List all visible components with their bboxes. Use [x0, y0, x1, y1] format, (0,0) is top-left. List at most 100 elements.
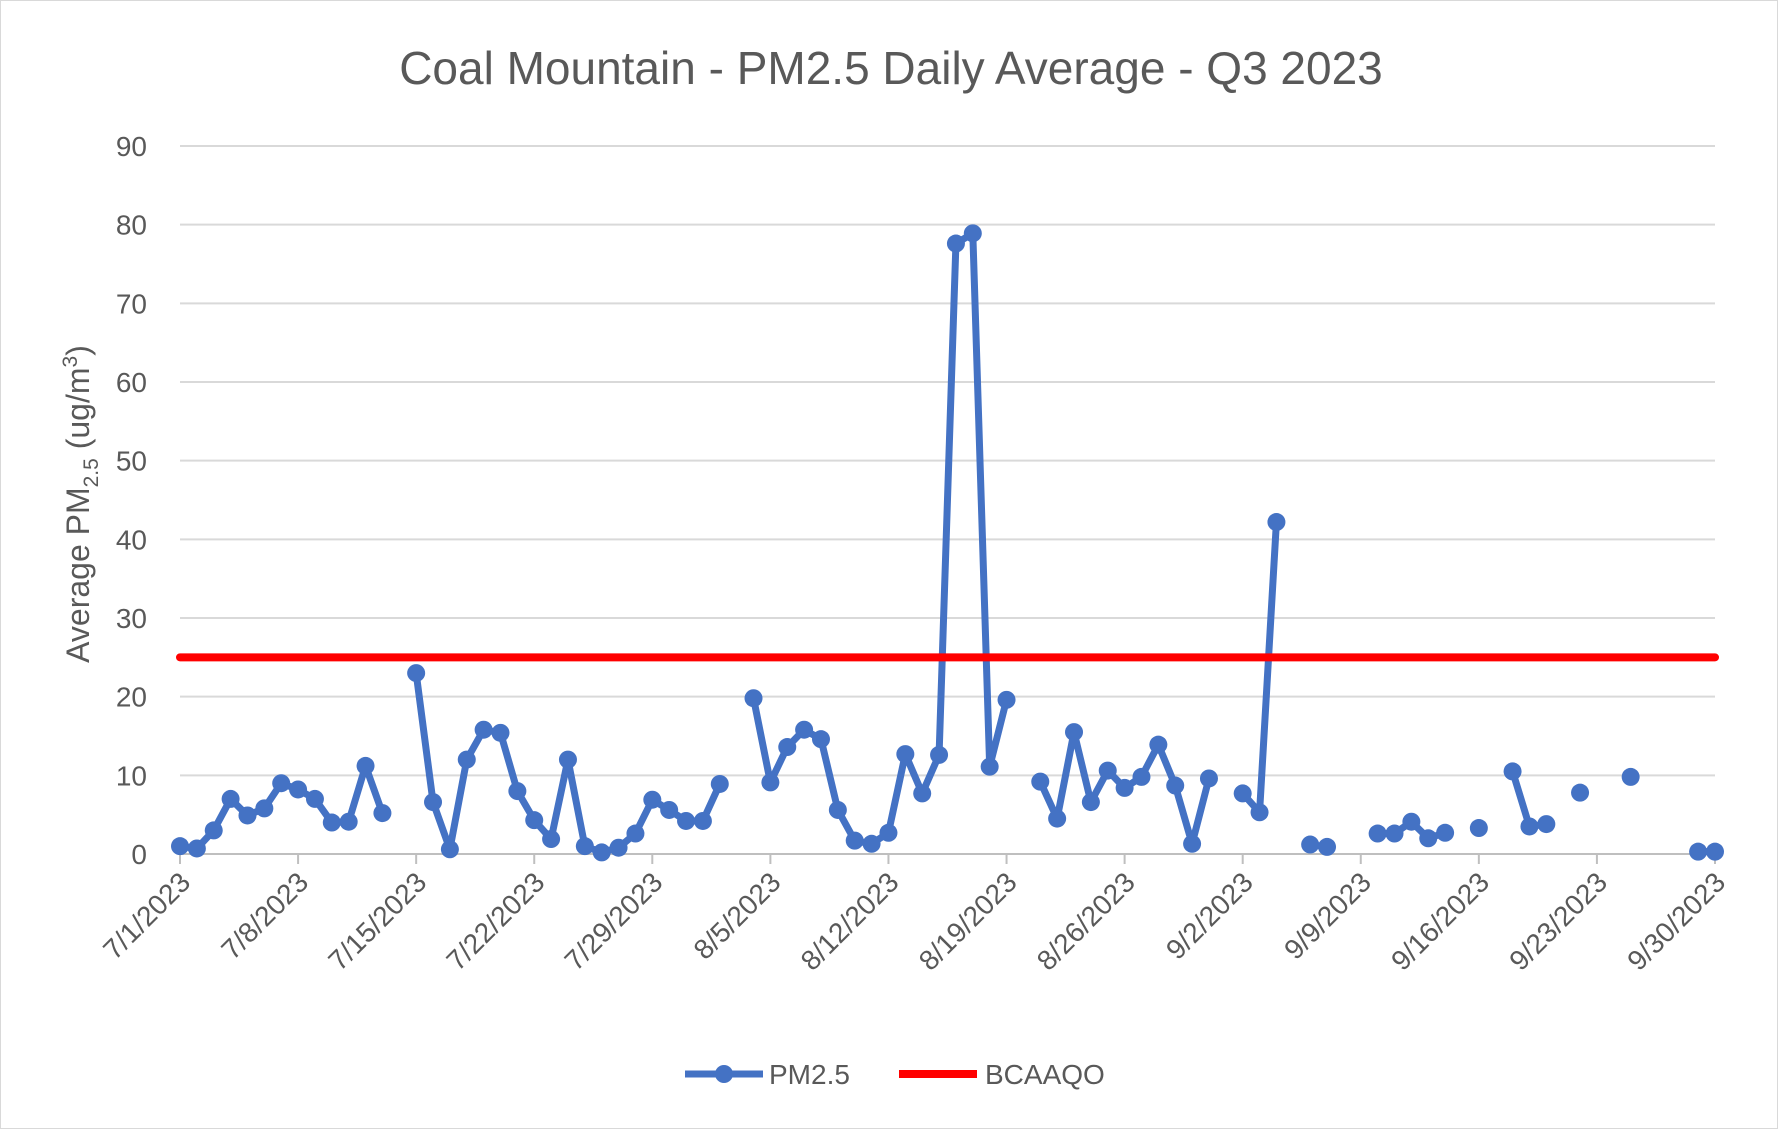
data-point: [1233, 784, 1252, 803]
data-point: [1689, 842, 1708, 861]
x-tick-label: 8/26/2023: [1031, 866, 1141, 976]
y-axis-label-main: Average PM: [60, 487, 96, 663]
y-tick-label: 20: [116, 682, 147, 713]
data-point: [1436, 823, 1455, 842]
x-tick-label: 9/30/2023: [1621, 866, 1731, 976]
data-point: [879, 823, 898, 842]
data-point: [845, 831, 864, 850]
y-tick-label: 90: [116, 131, 147, 162]
data-point: [862, 834, 881, 853]
y-tick-label: 60: [116, 367, 147, 398]
data-point: [1149, 735, 1168, 754]
y-tick-label: 70: [116, 288, 147, 319]
y-tick-label: 50: [116, 446, 147, 477]
data-point: [575, 837, 594, 856]
data-point: [1385, 824, 1404, 843]
data-point: [677, 811, 696, 830]
data-point: [963, 224, 982, 243]
legend-marker-pm25: [715, 1065, 733, 1083]
series-line: [1239, 518, 1280, 816]
x-tick-label: 8/12/2023: [795, 866, 905, 976]
data-point: [1081, 793, 1100, 812]
data-point: [1098, 761, 1117, 780]
y-tick-label: 10: [116, 760, 147, 791]
data-point: [289, 780, 308, 799]
data-point: [1166, 776, 1185, 795]
x-tick-label: 7/15/2023: [322, 866, 432, 976]
y-tick-label: 40: [116, 524, 147, 555]
data-point: [997, 690, 1016, 709]
y-axis-label-unit-close: ): [60, 345, 96, 356]
x-tick-label: 7/22/2023: [440, 866, 550, 976]
data-point: [592, 843, 611, 862]
data-point: [221, 789, 240, 808]
data-point: [1250, 803, 1269, 822]
data-point: [187, 839, 206, 858]
data-point: [171, 837, 189, 856]
data-point: [1267, 513, 1286, 532]
x-tick-label: 8/5/2023: [688, 866, 787, 965]
series-pm2-5: [171, 224, 1724, 862]
data-point: [946, 234, 965, 253]
x-tick-label: 9/23/2023: [1503, 866, 1613, 976]
x-tick-label: 7/1/2023: [97, 866, 196, 965]
data-point: [1048, 809, 1067, 828]
data-point: [255, 799, 274, 818]
series-line: [750, 229, 1011, 848]
data-point: [305, 789, 324, 808]
series-layer: [171, 224, 1724, 862]
data-point: [1301, 835, 1320, 854]
x-axis-ticks: 7/1/2023 7/8/2023 7/15/2023 7/22/2023 7/29/2…: [97, 854, 1731, 976]
data-point: [525, 811, 544, 830]
data-point: [710, 774, 729, 793]
data-point: [1065, 723, 1084, 742]
data-point: [660, 800, 679, 819]
data-point: [930, 745, 949, 764]
x-tick-label: 9/2/2023: [1160, 866, 1259, 965]
data-point: [457, 750, 476, 769]
data-point: [811, 730, 830, 749]
x-tick-label: 7/29/2023: [559, 866, 669, 976]
data-point: [1115, 778, 1134, 797]
data-point: [693, 811, 712, 830]
data-point: [1571, 783, 1590, 802]
data-point: [491, 723, 510, 742]
data-point: [407, 664, 426, 683]
data-point: [1537, 815, 1556, 834]
data-point: [204, 821, 223, 840]
data-point: [238, 806, 257, 825]
data-point: [643, 790, 662, 809]
data-point: [542, 830, 561, 849]
data-point: [795, 720, 814, 739]
data-point: [373, 804, 392, 823]
data-point: [424, 793, 443, 812]
y-axis-label-unit: (ug/m: [60, 367, 96, 458]
data-point: [761, 773, 780, 792]
data-point: [339, 812, 358, 831]
y-tick-label: 30: [116, 603, 147, 634]
data-point: [913, 784, 932, 803]
data-point: [1520, 817, 1539, 836]
x-tick-label: 9/16/2023: [1385, 866, 1495, 976]
data-point: [474, 720, 493, 739]
data-point: [1402, 812, 1421, 831]
y-axis-label: Average PM2.5 (ug/m3): [59, 345, 103, 663]
data-point: [1199, 769, 1218, 788]
legend-label-pm25: PM2.5: [769, 1059, 850, 1090]
data-point: [356, 756, 375, 775]
data-point: [272, 774, 291, 793]
chart-title: Coal Mountain - PM2.5 Daily Average - Q3…: [399, 42, 1383, 94]
data-point: [1503, 762, 1522, 781]
data-point: [980, 757, 999, 776]
data-point: [1031, 772, 1050, 791]
data-point: [744, 689, 763, 708]
data-point: [558, 750, 577, 769]
data-point: [609, 838, 628, 857]
data-point: [1621, 767, 1640, 786]
y-axis-label-subscript: 2.5: [80, 458, 103, 487]
y-tick-label: 0: [131, 839, 147, 870]
data-point: [1132, 767, 1151, 786]
legend-label-bcaaqo: BCAAQO: [985, 1059, 1105, 1090]
